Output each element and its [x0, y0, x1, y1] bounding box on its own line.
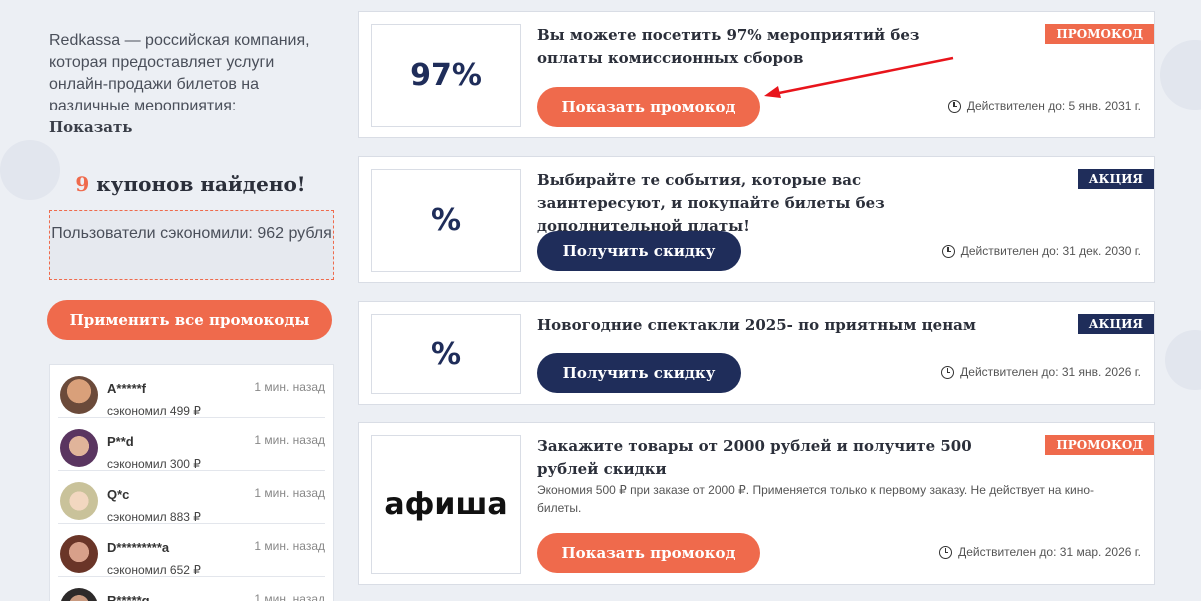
background-decoration: [1165, 330, 1201, 390]
coupon-validity-text: Действителен до: 31 дек. 2030 г.: [960, 244, 1141, 258]
coupon-type-badge: АКЦИЯ: [1077, 169, 1154, 189]
coupons-found-text: купонов найдено!: [89, 172, 306, 196]
store-description: Redkassa — российская компания, которая …: [49, 32, 310, 110]
user-name: A*****f: [107, 381, 147, 396]
user-saved: сэкономил 499 ₽: [107, 404, 201, 418]
background-decoration: [1160, 40, 1201, 110]
user-time: 1 мин. назад: [254, 592, 325, 601]
list-item: A*****f 1 мин. назад сэкономил 499 ₽: [58, 365, 325, 418]
list-item: Q*c 1 мин. назад сэкономил 883 ₽: [58, 471, 325, 524]
coupon-card: % Новогодние спектакли 2025- по приятным…: [358, 301, 1155, 405]
annotation-arrow-icon: [764, 56, 954, 98]
coupons-found-count: 9: [75, 172, 90, 196]
user-saved: сэкономил 883 ₽: [107, 510, 201, 524]
avatar: [60, 376, 98, 414]
user-name: Q*c: [107, 487, 130, 502]
user-time: 1 мин. назад: [254, 486, 325, 500]
show-more-link[interactable]: Показать: [49, 118, 133, 136]
apply-all-promocodes-button[interactable]: Применить все промокоды: [47, 300, 332, 340]
coupon-title: Закажите товары от 2000 рублей и получит…: [537, 437, 972, 478]
coupon-title: Выбирайте те события, которые вас заинте…: [537, 171, 885, 235]
afisha-logo: афиша: [384, 487, 508, 522]
coupon-validity: Действителен до: 31 дек. 2030 г.: [941, 244, 1141, 258]
get-discount-button[interactable]: Получить скидку: [537, 231, 741, 271]
clock-icon: [939, 545, 953, 559]
coupon-validity-text: Действителен до: 5 янв. 2031 г.: [966, 99, 1141, 113]
coupon-logo: %: [371, 314, 521, 394]
coupon-validity-text: Действителен до: 31 мар. 2026 г.: [958, 545, 1141, 559]
users-saved-box: Пользователи сэкономили: 962 рубля: [49, 210, 334, 280]
clock-icon: [941, 365, 955, 379]
coupons-found-heading: 9 купонов найдено!: [47, 172, 334, 196]
show-promocode-button[interactable]: Показать промокод: [537, 87, 760, 127]
user-saved: сэкономил 300 ₽: [107, 457, 201, 471]
avatar: [60, 588, 98, 601]
coupon-validity: Действителен до: 31 янв. 2026 г.: [941, 365, 1141, 379]
user-name: D*********a: [107, 540, 170, 555]
user-name: R*****g: [107, 593, 150, 601]
coupon-validity-text: Действителен до: 31 янв. 2026 г.: [960, 365, 1141, 379]
coupon-card: 97% Вы можете посетить 97% мероприятий б…: [358, 11, 1155, 138]
list-item: D*********a 1 мин. назад сэкономил 652 ₽: [58, 524, 325, 577]
avatar: [60, 429, 98, 467]
user-name: P**d: [107, 434, 134, 449]
list-item: P**d 1 мин. назад сэкономил 300 ₽: [58, 418, 325, 471]
get-discount-button[interactable]: Получить скидку: [537, 353, 741, 393]
coupon-validity: Действителен до: 5 янв. 2031 г.: [947, 99, 1141, 113]
coupon-type-badge: АКЦИЯ: [1077, 314, 1154, 334]
coupon-type-badge: ПРОМОКОД: [1045, 24, 1154, 44]
coupon-logo: 97%: [371, 24, 521, 127]
coupon-card: афиша Закажите товары от 2000 рублей и п…: [358, 422, 1155, 585]
coupon-title: Вы можете посетить 97% мероприятий без о…: [537, 26, 920, 67]
coupon-card: % Выбирайте те события, которые вас заин…: [358, 156, 1155, 283]
user-time: 1 мин. назад: [254, 433, 325, 447]
list-item: R*****g 1 мин. назад: [58, 577, 325, 601]
coupon-logo: %: [371, 169, 521, 272]
user-time: 1 мин. назад: [254, 380, 325, 394]
clock-icon: [947, 99, 961, 113]
user-time: 1 мин. назад: [254, 539, 325, 553]
recent-users-list: A*****f 1 мин. назад сэкономил 499 ₽ P**…: [49, 364, 334, 601]
coupon-type-badge: ПРОМОКОД: [1045, 435, 1154, 455]
show-promocode-button[interactable]: Показать промокод: [537, 533, 760, 573]
user-saved: сэкономил 652 ₽: [107, 563, 201, 577]
avatar: [60, 535, 98, 573]
clock-icon: [941, 244, 955, 258]
coupon-description: Экономия 500 ₽ при заказе от 2000 ₽. При…: [537, 483, 1095, 515]
coupon-title: Новогодние спектакли 2025- по приятным ц…: [537, 316, 976, 334]
coupon-logo: афиша: [371, 435, 521, 574]
background-decoration: [0, 140, 60, 200]
avatar: [60, 482, 98, 520]
coupon-validity: Действителен до: 31 мар. 2026 г.: [939, 545, 1141, 559]
